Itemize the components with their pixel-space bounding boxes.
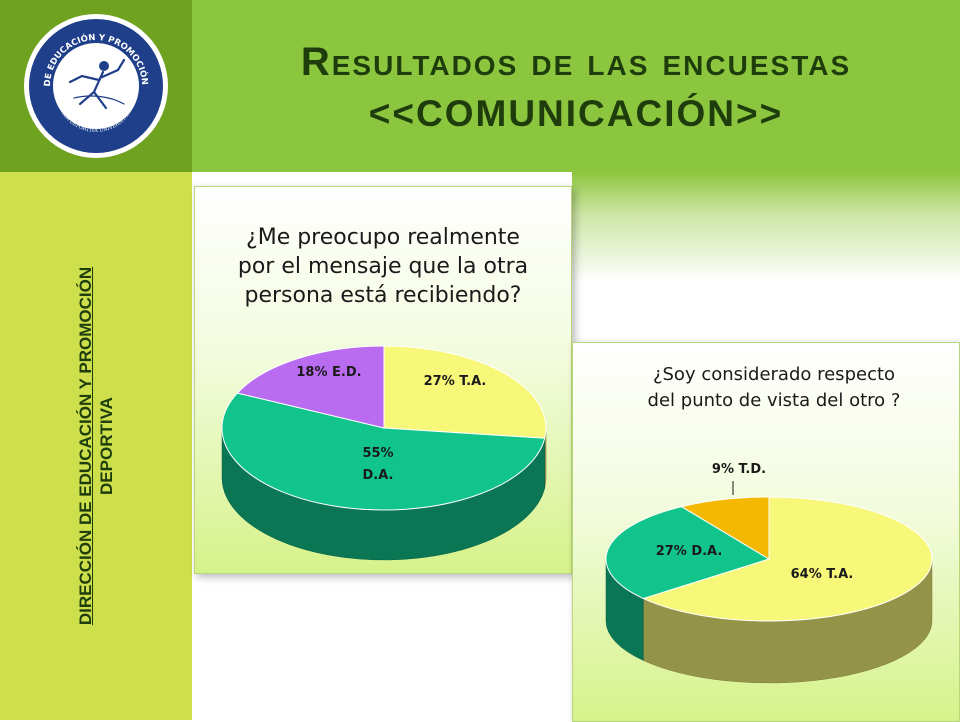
pie-1-data-label: 18% E.D.: [296, 365, 361, 380]
page-subtitle: <<COMUNICACIÓN>>: [368, 93, 784, 134]
chart-panel-2: ¿Soy considerado respecto del punto de v…: [572, 342, 960, 722]
pie-2-slice: [642, 496, 933, 622]
pie-2-data-label: 9% T.D.: [712, 462, 766, 477]
pie-1-slice: [236, 345, 385, 429]
sidebar-label-line1: DIRECCIÓN DE EDUCACIÓN Y PROMOCIÓN: [76, 266, 95, 626]
chart-2-title: ¿Soy considerado respecto del punto de v…: [599, 362, 949, 414]
pie-chart-2: 64% T.A. 27% D.A. 9% T.D.: [605, 462, 933, 684]
athlete-figure-icon: [68, 58, 126, 110]
chart-panel-1: ¿Me preocupo realmente por el mensaje qu…: [194, 186, 572, 574]
pie-2-data-label: 27% D.A.: [656, 544, 723, 559]
chart-2-title-line: del punto de vista del otro ?: [647, 390, 901, 411]
chart-2-title-line: ¿Soy considerado respecto: [652, 364, 896, 385]
chart-1-title: ¿Me preocupo realmente por el mensaje qu…: [195, 223, 571, 310]
sidebar: [0, 172, 192, 720]
header-fade: [572, 172, 960, 342]
sidebar-label-line2: DEPORTIVA: [97, 397, 116, 495]
pie-1-data-label: 27% T.A.: [424, 374, 487, 389]
logo-area: DIRECCIÓN DE EDUCACIÓN Y PROMOCIÓN DEPOR…: [0, 0, 192, 172]
pie-2-slice: [680, 496, 770, 560]
chart-1-title-line: persona está recibiendo?: [244, 283, 522, 308]
chart-1-title-line: por el mensaje que la otra: [237, 254, 529, 279]
pie-1-data-label: 55% D.A.: [362, 446, 393, 483]
sidebar-label: DIRECCIÓN DE EDUCACIÓN Y PROMOCIÓN DEPOR…: [75, 186, 117, 706]
pie-1-slice: [383, 345, 547, 439]
university-logo-icon: DIRECCIÓN DE EDUCACIÓN Y PROMOCIÓN DEPOR…: [0, 0, 168, 158]
pie-2-data-label: 64% T.A.: [791, 567, 854, 582]
pie-2-slice: [605, 506, 771, 600]
pie-1-slice: [221, 392, 546, 511]
page-title: Resultados de las encuestas: [300, 40, 852, 84]
chart-1-title-line: ¿Me preocupo realmente: [246, 225, 520, 250]
header-banner: Resultados de las encuestas <<COMUNICACI…: [192, 0, 960, 172]
pie-chart-1: 27% T.A. 55% D.A. 18% E.D.: [221, 345, 547, 561]
